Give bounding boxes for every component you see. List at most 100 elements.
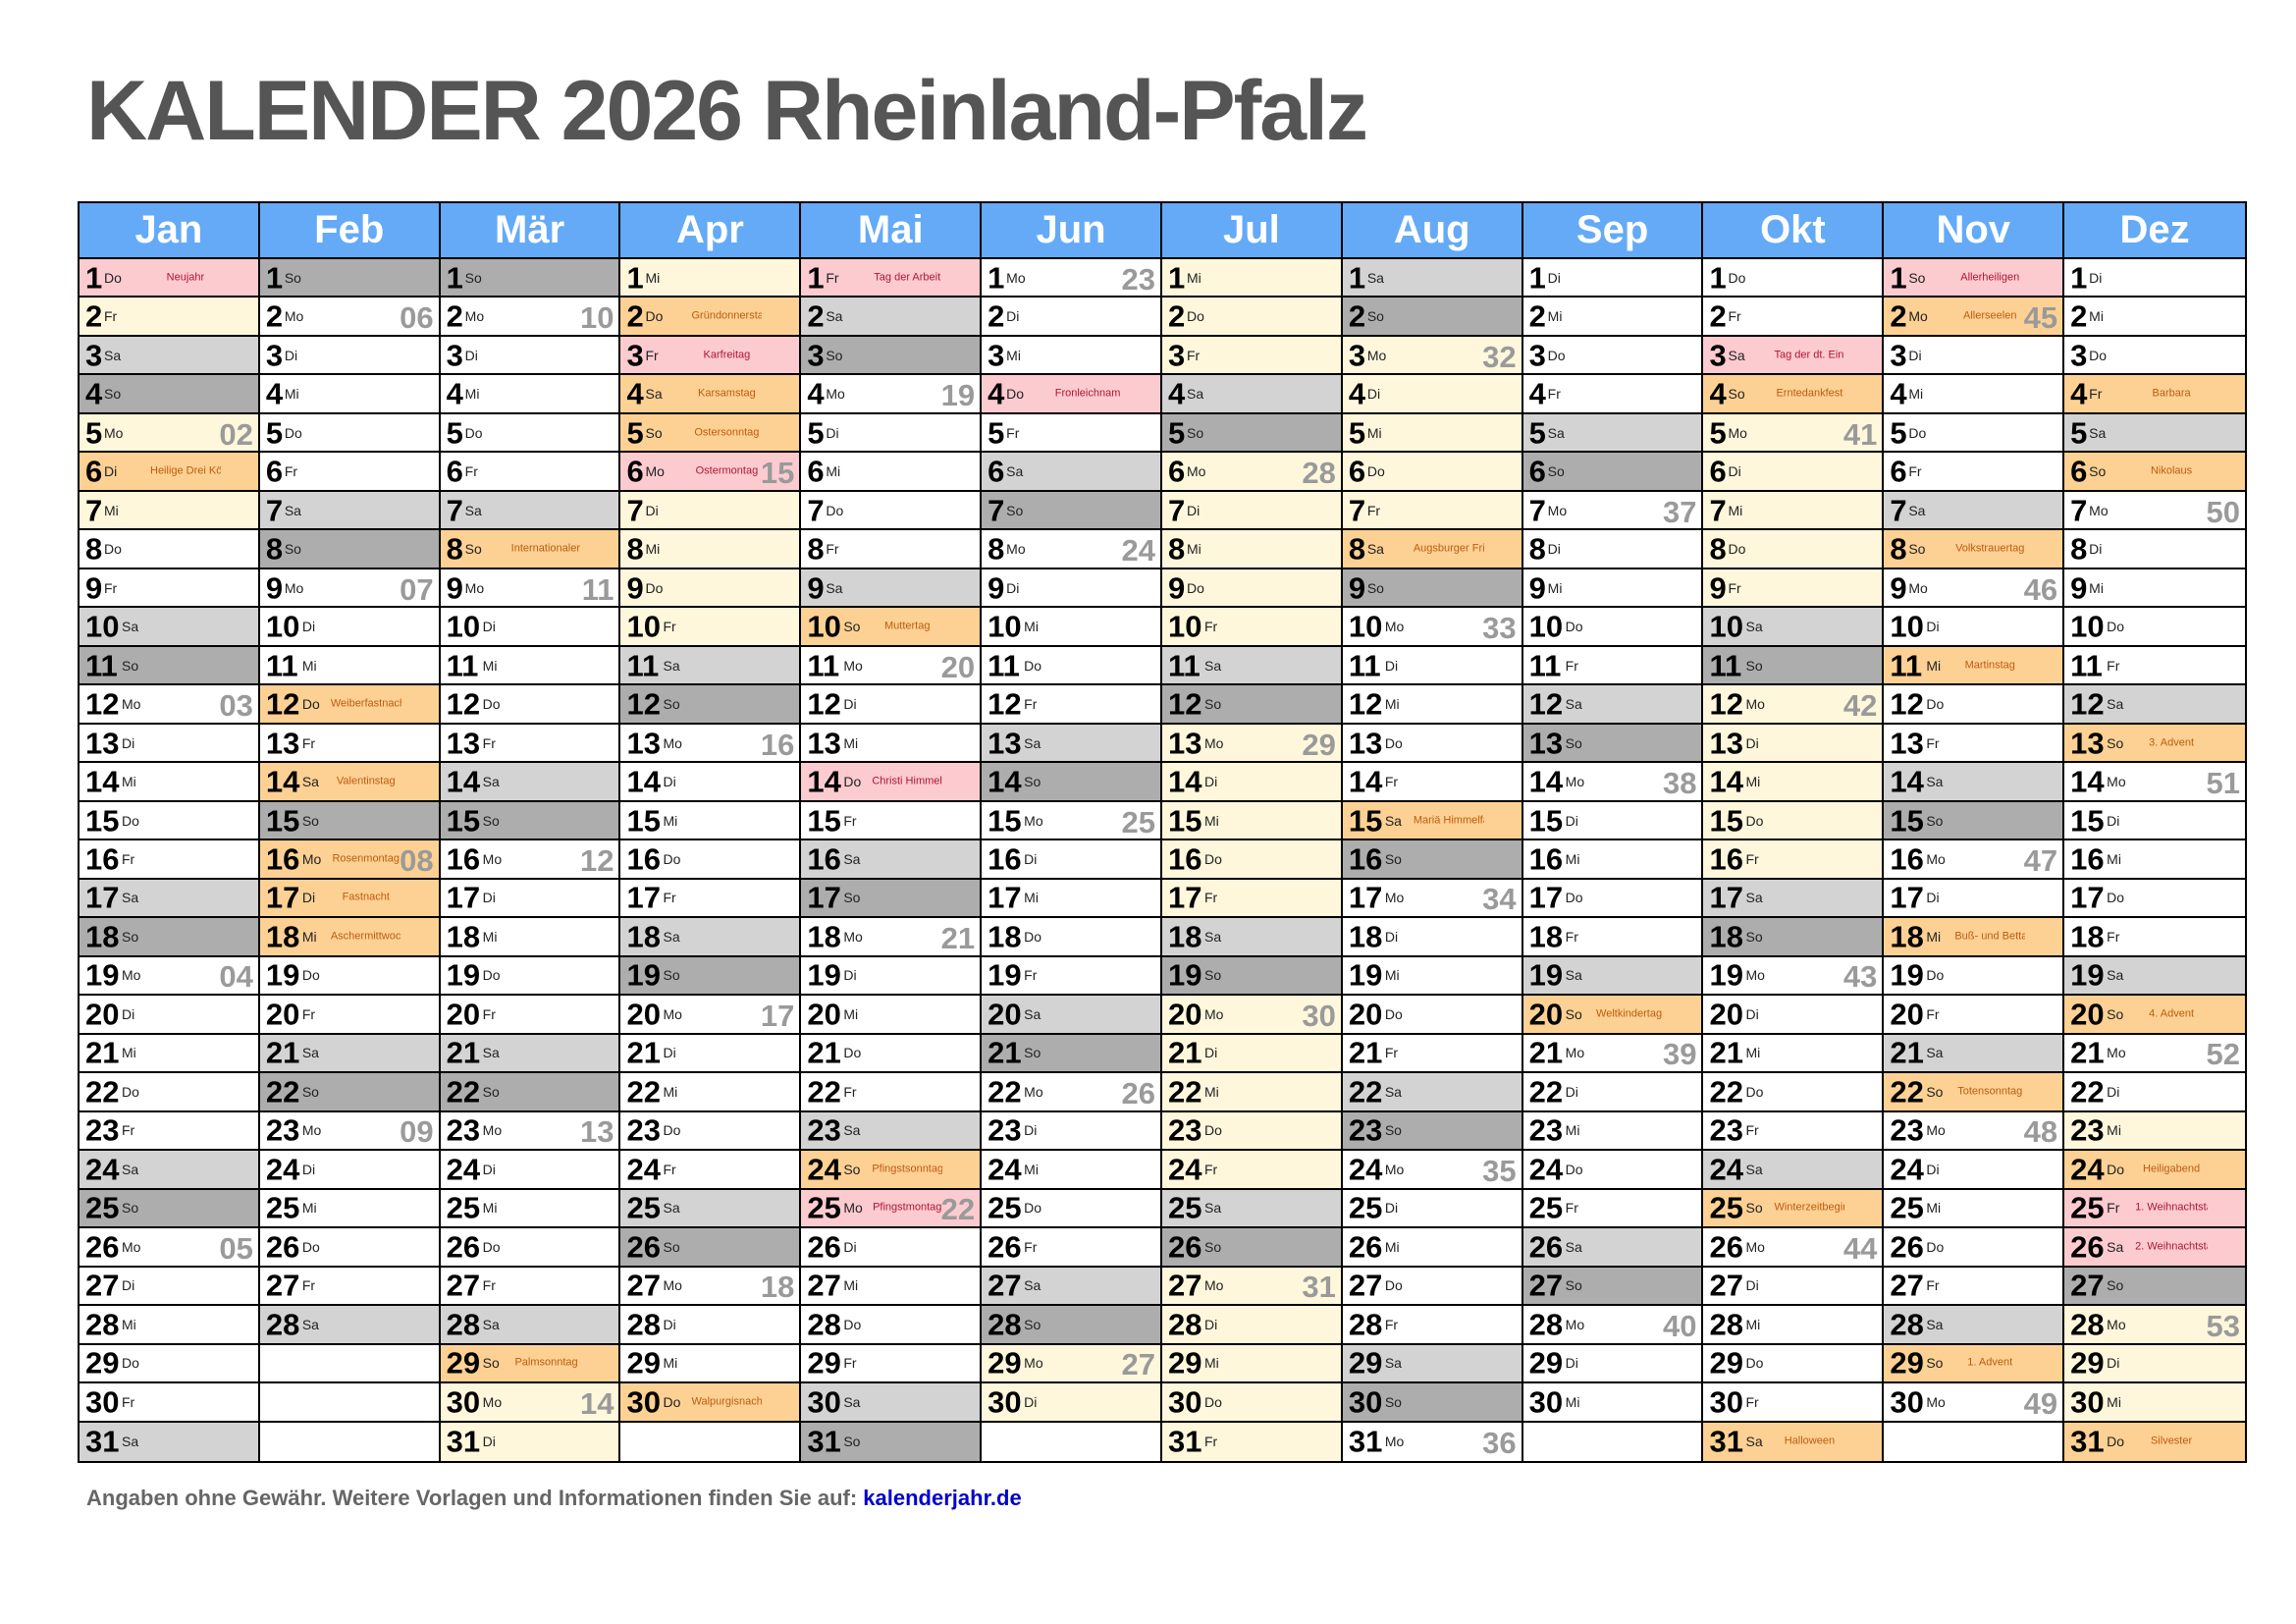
day-number: 27 <box>807 1268 841 1303</box>
weekday-label: Fr <box>1728 308 1741 325</box>
day-cell: 18 Di <box>1342 918 1523 957</box>
day-cell: 29 Di <box>1522 1344 1704 1384</box>
calendar-grid: Jan Feb Mär Apr Mai Jun Jul Aug Sep Okt Nov Dez 1 Do N… <box>78 201 2247 1463</box>
day-cell: 3 Fr <box>1161 336 1343 376</box>
holiday-label: Fastnacht <box>342 892 390 903</box>
day-cell: 1 So <box>259 259 441 298</box>
day-number: 6 <box>1709 454 1727 489</box>
day-cell: 30 Mo 14 <box>440 1383 621 1423</box>
day-number: 17 <box>85 880 120 915</box>
day-cell: 19 Do <box>1884 956 2065 997</box>
weekday-label: Fr <box>104 308 118 325</box>
week-number: 33 <box>1482 611 1517 646</box>
day-number: 7 <box>1709 493 1727 528</box>
day-cell: 18 Sa <box>620 918 802 957</box>
day-cell: 21 Sa <box>440 1034 621 1074</box>
weekday-label: Di <box>663 1316 676 1332</box>
day-cell: 24 Di <box>259 1151 441 1190</box>
weekday-label: Mo <box>1728 424 1747 441</box>
day-cell: 11 So <box>1703 646 1885 686</box>
day-number: 26 <box>2070 1229 2105 1265</box>
weekday-label: Do <box>843 774 862 790</box>
day-number: 20 <box>265 997 300 1032</box>
weekday-label: Fr <box>122 850 135 867</box>
weekday-label: Fr <box>1203 619 1218 635</box>
day-number: 29 <box>1348 1345 1383 1380</box>
week-number: 31 <box>1302 1270 1336 1305</box>
day-number: 16 <box>626 841 661 877</box>
day-number: 31 <box>1348 1424 1383 1459</box>
weekday-label: Sa <box>1024 734 1041 751</box>
weekday-label: Sa <box>1745 1161 1763 1177</box>
day-cell: 19 Mo 43 <box>1703 956 1885 997</box>
day-cell: 7 Sa <box>259 491 441 531</box>
day-number: 10 <box>1528 609 1564 644</box>
footer-link[interactable]: kalenderjahr.de <box>863 1486 1022 1510</box>
day-number: 15 <box>446 803 481 838</box>
day-number: 23 <box>2070 1112 2105 1148</box>
day-cell: 8So Internationaler Frauentag <box>440 530 621 569</box>
day-cell: 28 So <box>982 1306 1162 1345</box>
day-cell: 28 Do <box>801 1306 983 1345</box>
day-number: 27 <box>446 1268 481 1303</box>
day-cell: 14 Mi <box>80 763 260 802</box>
weekday-label: So <box>1186 424 1204 441</box>
weekday-label: So <box>1926 812 1944 829</box>
day-number: 15 <box>988 803 1022 838</box>
day-number: 4 <box>2070 376 2088 411</box>
day-number: 5 <box>1709 415 1727 451</box>
day-number: 30 <box>807 1384 841 1420</box>
day-number: 8 <box>988 531 1005 567</box>
weekday-label: So <box>464 269 482 286</box>
day-number: 26 <box>1709 1229 1743 1265</box>
day-cell: 13 Mo 16 <box>620 724 802 764</box>
holiday-label: Neujahr <box>166 272 205 284</box>
day-number: 31 <box>85 1424 120 1459</box>
week-number: 53 <box>2206 1308 2240 1343</box>
day-number: 19 <box>446 957 481 993</box>
weekday-label: Mo <box>1186 463 1206 480</box>
day-number: 28 <box>446 1307 481 1342</box>
day-number: 17 <box>2070 880 2105 915</box>
day-cell: 19 Do <box>259 956 441 997</box>
weekday-label: Mo <box>482 850 503 867</box>
month-header: Feb <box>259 203 441 259</box>
weekday-label: Mo <box>645 463 665 480</box>
day-number: 4 <box>446 376 463 411</box>
day-number: 27 <box>85 1268 120 1303</box>
day-cell: 9 Do <box>620 568 802 609</box>
day-cell: 6 Mo 28 <box>1161 453 1343 492</box>
day-cell: 20 Sa <box>982 996 1162 1035</box>
day-number: 24 <box>85 1152 120 1187</box>
day-number: 1 <box>1348 260 1366 296</box>
holiday-label: 4. Advent <box>2149 1008 2194 1020</box>
day-cell: 1 Do Neujahr <box>80 259 260 298</box>
weekday-label: Do <box>1745 812 1764 829</box>
day-number: 2 <box>85 298 103 334</box>
weekday-label: Mi <box>301 928 317 945</box>
weekday-label: Fr <box>1203 890 1218 906</box>
day-cell: 16 Fr <box>1703 840 1885 880</box>
weekday-label: Fr <box>663 1161 676 1177</box>
weekday-label: Fr <box>122 1393 135 1410</box>
day-number: 24 <box>265 1152 300 1187</box>
day-cell: 22 Di <box>2064 1073 2245 1112</box>
day-number: 8 <box>446 531 463 567</box>
day-number: 13 <box>446 726 481 761</box>
weekday-label: Di <box>464 347 478 363</box>
day-cell: 15 Di <box>1522 801 1704 841</box>
weekday-label: Di <box>1926 890 1940 906</box>
day-cell: 15 Fr <box>801 801 983 841</box>
weekday-label: Do <box>482 967 501 984</box>
day-number: 4 <box>988 376 1005 411</box>
day-cell: 18 So <box>80 918 260 957</box>
weekday-label: Mi <box>645 541 661 558</box>
weekday-label: Do <box>1565 1161 1583 1177</box>
day-cell: 12 Fr <box>982 685 1162 725</box>
month-header: Apr <box>620 203 802 259</box>
day-number: 28 <box>988 1307 1022 1342</box>
day-cell: 26 So <box>620 1228 802 1268</box>
weekday-label: Mo <box>104 424 124 441</box>
week-number: 15 <box>760 456 795 491</box>
day-number: 6 <box>988 454 1005 489</box>
